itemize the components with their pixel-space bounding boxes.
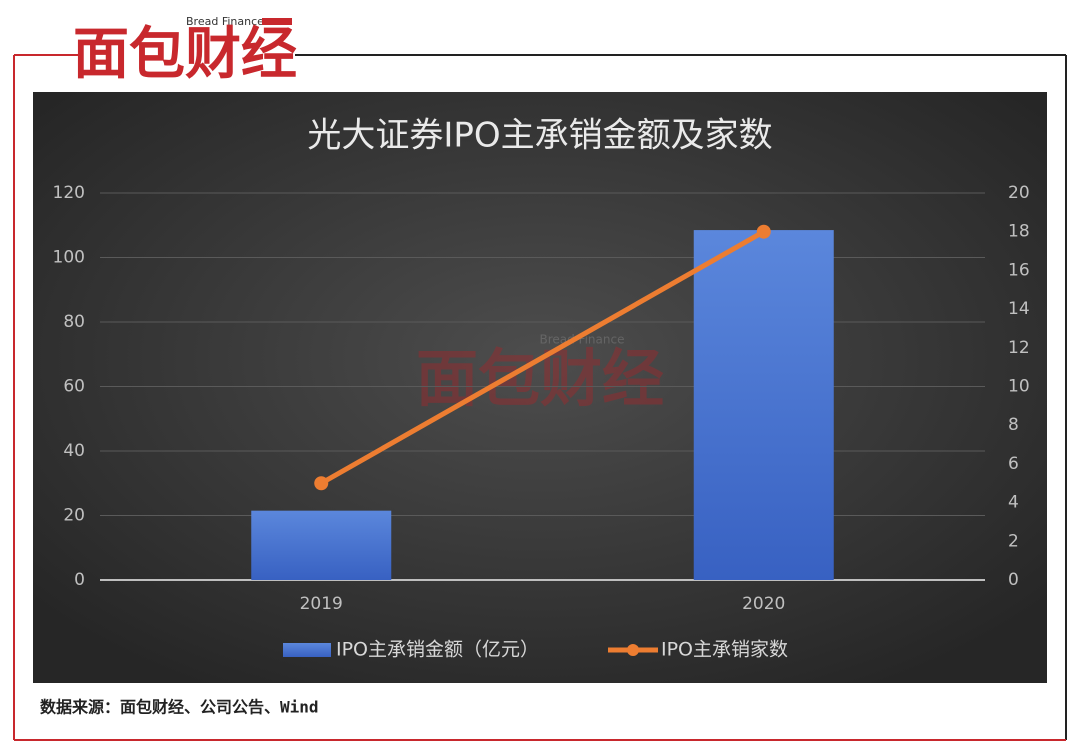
bar [693, 230, 834, 580]
legend-swatch-point [627, 644, 639, 656]
legend-swatch [283, 643, 331, 657]
y-tick-label: 60 [63, 377, 85, 397]
logo-tagline: Bread Finance [186, 15, 264, 28]
y-tick-label: 20 [63, 506, 85, 526]
chart-panel [33, 92, 1047, 683]
watermark: 面包财经 [416, 342, 664, 415]
y-tick-label: 100 [53, 248, 85, 268]
x-tick-label: 2019 [300, 594, 343, 614]
y2-tick-label: 20 [1008, 183, 1030, 203]
chart-title: 光大证券IPO主承销金额及家数 [307, 116, 772, 156]
logo: 面包财经 [73, 22, 297, 87]
y2-tick-label: 18 [1008, 222, 1030, 242]
line-point [314, 476, 329, 491]
y-tick-label: 120 [53, 183, 85, 203]
bar [251, 510, 392, 580]
y2-tick-label: 2 [1008, 531, 1019, 551]
y2-tick-label: 6 [1008, 454, 1019, 474]
y-tick-label: 0 [74, 570, 85, 590]
line [320, 229, 765, 486]
logo-bar [262, 18, 292, 25]
y2-tick-label: 16 [1008, 260, 1030, 280]
line-point [756, 224, 771, 239]
y2-tick-label: 0 [1008, 570, 1019, 590]
y-tick-label: 40 [63, 441, 85, 461]
legend-label: IPO主承销金额（亿元） [336, 639, 539, 661]
y2-tick-label: 12 [1008, 338, 1030, 358]
y2-tick-label: 8 [1008, 415, 1019, 435]
x-tick-label: 2020 [742, 594, 785, 614]
y2-tick-label: 4 [1008, 493, 1019, 513]
watermark-tagline: Bread Finance [540, 333, 625, 347]
y2-tick-label: 14 [1008, 299, 1030, 319]
source-note: 数据来源：面包财经、公司公告、Wind [40, 698, 319, 717]
y-tick-label: 80 [63, 312, 85, 332]
y2-tick-label: 10 [1008, 377, 1030, 397]
legend-label: IPO主承销家数 [661, 639, 788, 661]
